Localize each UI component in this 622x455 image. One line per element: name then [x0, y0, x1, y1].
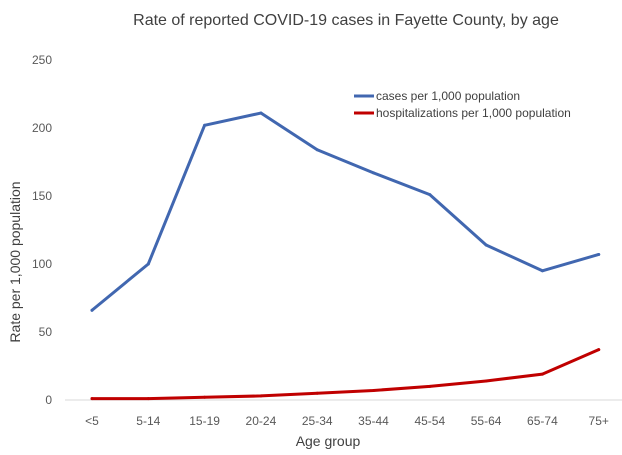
chart-title: Rate of reported COVID-19 cases in Fayet… [133, 12, 559, 29]
y-tick-labels: 0 50 100 150 200 250 [32, 53, 52, 407]
x-tick-label: 5-14 [136, 414, 160, 428]
y-tick-label: 250 [32, 53, 52, 67]
data-point [428, 384, 432, 388]
data-point [259, 394, 263, 398]
y-tick-label: 150 [32, 189, 52, 203]
data-point [315, 148, 319, 152]
series-line-cases [90, 111, 601, 312]
data-point [203, 123, 207, 127]
data-point [484, 379, 488, 383]
legend: cases per 1,000 population hospitalizatio… [354, 89, 571, 120]
data-point [90, 308, 94, 312]
y-tick-label: 200 [32, 121, 52, 135]
legend-label: cases per 1,000 population [376, 89, 520, 103]
x-tick-label: 25-34 [302, 414, 333, 428]
data-point [259, 111, 263, 115]
legend-label: hospitalizations per 1,000 population [376, 106, 571, 120]
data-point [315, 391, 319, 395]
data-point [372, 388, 375, 392]
data-point [203, 395, 207, 399]
x-tick-label: 65-74 [527, 414, 558, 428]
data-point [146, 397, 150, 401]
data-point [540, 372, 544, 376]
y-tick-label: 100 [32, 257, 52, 271]
data-point [372, 171, 375, 175]
series-line-hospitalizations [90, 348, 601, 401]
x-tick-label: 20-24 [246, 414, 277, 428]
x-tick-label: 15-19 [189, 414, 220, 428]
y-tick-label: 50 [39, 325, 53, 339]
x-tick-label: 45-54 [414, 414, 445, 428]
y-tick-label: 0 [45, 393, 52, 407]
x-tick-label: 35-44 [358, 414, 389, 428]
data-point [484, 243, 488, 247]
x-tick-label: <5 [85, 414, 99, 428]
x-tick-labels: <5 5-14 15-19 20-24 25-34 35-44 45-54 55-64 65-7… [85, 414, 609, 428]
data-point [428, 193, 432, 197]
data-point [597, 252, 601, 256]
data-point [146, 262, 150, 266]
data-point [597, 348, 601, 352]
series-lines [90, 111, 601, 401]
data-point [540, 269, 544, 273]
x-tick-label: 75+ [589, 414, 609, 428]
y-axis-title: Rate per 1,000 population [7, 181, 23, 342]
x-axis-title: Age group [296, 433, 361, 449]
data-point [90, 397, 94, 401]
x-tick-label: 55-64 [471, 414, 502, 428]
